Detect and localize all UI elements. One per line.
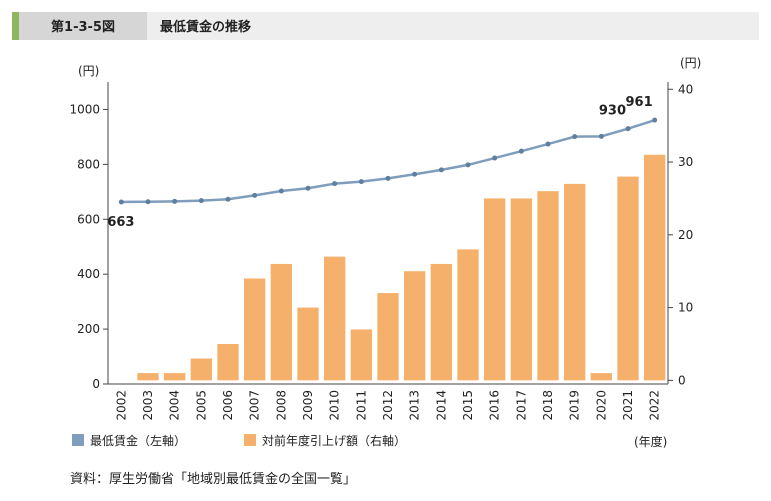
bar	[324, 256, 346, 381]
bar	[404, 271, 426, 381]
line-point	[358, 179, 364, 185]
data-label: 663	[107, 215, 134, 230]
legend-swatch	[244, 434, 256, 446]
bar	[244, 278, 266, 381]
y2-unit: (円)	[680, 56, 701, 70]
line-point	[572, 134, 578, 140]
x-tick-label: 2008	[274, 390, 288, 421]
x-tick-label: 2012	[381, 390, 395, 421]
line-point	[278, 188, 284, 194]
bar	[217, 343, 239, 381]
x-tick-label: 2017	[514, 390, 528, 421]
x-tick-label: 2007	[248, 390, 262, 421]
line-point	[652, 117, 658, 123]
bar	[457, 249, 479, 381]
header-accent	[12, 12, 19, 40]
bar	[564, 183, 586, 381]
legend-label: 対前年度引上げ額（右軸）	[262, 433, 406, 448]
line-point	[625, 126, 631, 132]
y2-tick-label: 10	[678, 301, 693, 315]
x-tick-label: 2020	[594, 390, 608, 421]
x-tick-label: 2014	[434, 390, 448, 421]
x-tick-label: 2022	[648, 390, 662, 421]
line-point	[118, 199, 124, 205]
y-tick-label: 200	[77, 322, 100, 336]
x-tick-label: 2004	[168, 390, 182, 421]
line-point	[438, 167, 444, 173]
bar	[350, 329, 372, 381]
y2-tick-label: 30	[678, 155, 693, 169]
line-point	[145, 199, 151, 205]
bar	[510, 198, 532, 381]
data-label: 961	[626, 95, 653, 110]
bar	[270, 263, 292, 381]
x-tick-label: 2016	[488, 390, 502, 421]
y-tick-label: 0	[92, 377, 100, 391]
line-point	[518, 148, 524, 154]
y-unit: (円)	[78, 64, 99, 78]
x-tick-label: 2002	[114, 390, 128, 421]
bar	[484, 198, 506, 381]
legend-swatch	[72, 434, 84, 446]
line-point	[412, 171, 418, 177]
bar	[137, 373, 159, 381]
bar	[590, 373, 612, 381]
bar	[377, 293, 399, 381]
x-tick-label: 2019	[568, 390, 582, 421]
x-tick-label: 2015	[461, 390, 475, 421]
x-tick-label: 2005	[194, 390, 208, 421]
y2-tick-label: 0	[678, 373, 686, 387]
line-point	[332, 181, 338, 187]
line-point	[172, 198, 178, 204]
data-label: 930	[599, 104, 626, 119]
line-point	[385, 175, 391, 181]
x-tick-label: 2006	[221, 390, 235, 421]
bar	[644, 154, 666, 381]
x-tick-label: 2010	[328, 390, 342, 421]
line-point	[305, 185, 311, 191]
header-label-box	[19, 12, 147, 40]
line-point	[492, 155, 498, 161]
x-tick-label: 2009	[301, 390, 315, 421]
y-tick-label: 800	[77, 157, 100, 171]
y2-tick-label: 40	[678, 82, 693, 96]
x-tick-label: 2021	[621, 390, 635, 421]
legend-label: 最低賃金（左軸）	[90, 433, 186, 448]
line-point	[252, 192, 258, 198]
line-point	[465, 162, 471, 168]
line-point	[225, 196, 231, 202]
line-point	[545, 141, 551, 147]
x-tick-label: 2013	[408, 390, 422, 421]
y2-tick-label: 20	[678, 228, 693, 242]
x-tick-label: 2018	[541, 390, 555, 421]
bar	[297, 307, 319, 381]
bar	[617, 176, 639, 381]
bar	[164, 373, 186, 381]
source: 資料：厚生労働省「地域別最低賃金の全国一覧」	[70, 471, 356, 487]
x-tick-label: 2011	[354, 390, 368, 421]
bar	[430, 263, 452, 381]
x-unit: (年度)	[634, 434, 667, 449]
line-point	[198, 198, 204, 204]
x-tick-label: 2003	[141, 390, 155, 421]
header-title: 最低賃金の推移	[160, 19, 251, 35]
bar	[537, 191, 559, 381]
bar	[190, 358, 212, 381]
figure-number: 第1-3-5図	[51, 19, 115, 35]
line-point	[598, 133, 604, 139]
y-tick-label: 600	[77, 212, 100, 226]
y-tick-label: 400	[77, 267, 100, 281]
y-tick-label: 1000	[69, 102, 100, 116]
